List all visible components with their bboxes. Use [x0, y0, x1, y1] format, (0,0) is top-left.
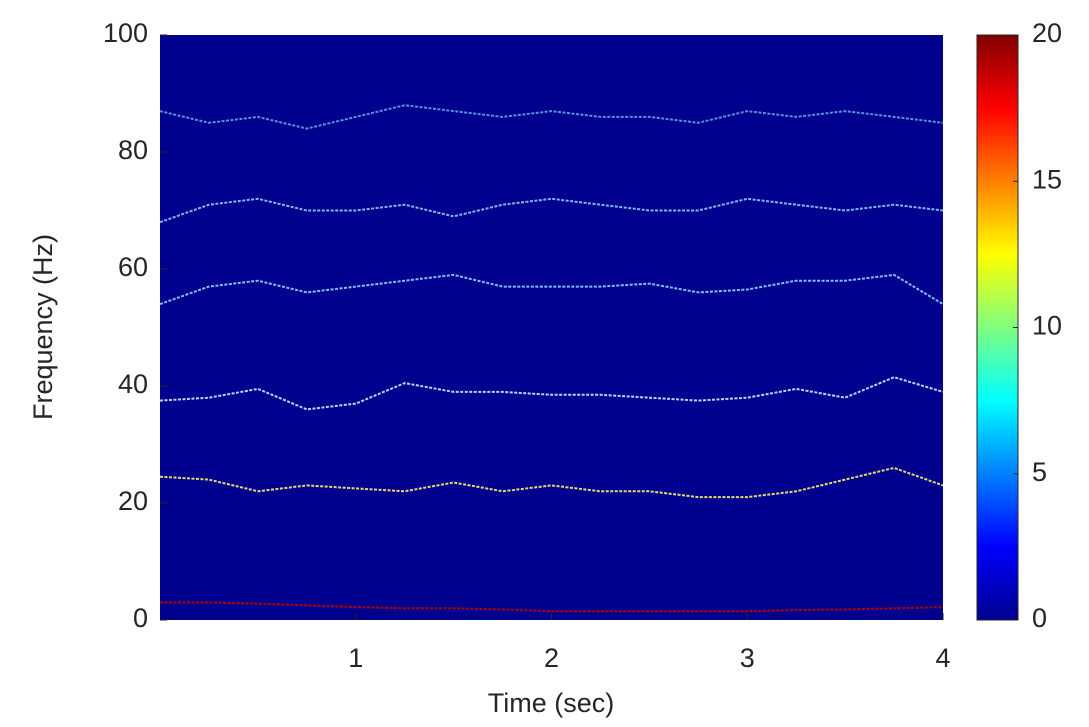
- colorbar-tick-label: 15: [1032, 164, 1062, 194]
- y-tick-label: 0: [133, 603, 148, 633]
- colorbar-tick-label: 20: [1032, 18, 1062, 48]
- x-tick-label: 4: [935, 643, 950, 673]
- x-tick-label: 3: [740, 643, 755, 673]
- ridge-line: [160, 601, 944, 613]
- plot-background: [160, 35, 943, 620]
- ridge-line: [159, 104, 944, 130]
- ridge-line: [159, 273, 944, 306]
- x-tick-label: 1: [348, 643, 363, 673]
- x-axis-label: Time (sec): [488, 688, 615, 718]
- y-tick-label: 20: [118, 486, 148, 516]
- x-tick-label: 2: [544, 643, 559, 673]
- y-tick-label: 100: [103, 18, 148, 48]
- y-tick-label: 80: [118, 135, 148, 165]
- colorbar-tick-label: 5: [1032, 457, 1047, 487]
- y-tick-label: 60: [118, 252, 148, 282]
- y-axis-label: Frequency (Hz): [28, 234, 58, 420]
- ridge-line: [159, 376, 944, 411]
- y-tick-label: 40: [118, 369, 148, 399]
- colorbar-tick-label: 0: [1032, 603, 1047, 633]
- ridge-line: [159, 197, 944, 224]
- colorbar: [976, 34, 1019, 621]
- colorbar-tick-label: 10: [1032, 311, 1062, 341]
- ridge-line: [159, 466, 944, 499]
